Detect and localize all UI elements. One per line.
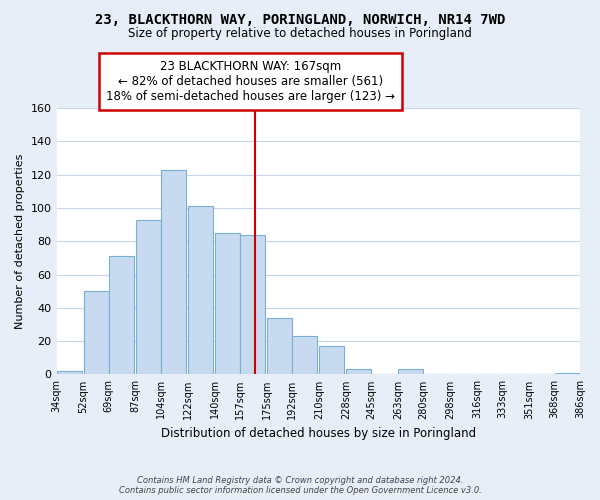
Bar: [57, 371, 82, 374]
Bar: [83, 291, 109, 374]
Bar: [215, 233, 240, 374]
Text: 23 BLACKTHORN WAY: 167sqm
← 82% of detached houses are smaller (561)
18% of semi: 23 BLACKTHORN WAY: 167sqm ← 82% of detac…: [106, 60, 395, 103]
Bar: [292, 336, 317, 374]
Text: Contains HM Land Registry data © Crown copyright and database right 2024.
Contai: Contains HM Land Registry data © Crown c…: [119, 476, 481, 495]
Bar: [555, 373, 580, 374]
Bar: [136, 220, 161, 374]
Bar: [346, 370, 371, 374]
Bar: [188, 206, 213, 374]
Bar: [267, 318, 292, 374]
Bar: [240, 234, 265, 374]
Bar: [398, 370, 423, 374]
X-axis label: Distribution of detached houses by size in Poringland: Distribution of detached houses by size …: [161, 427, 476, 440]
Text: 23, BLACKTHORN WAY, PORINGLAND, NORWICH, NR14 7WD: 23, BLACKTHORN WAY, PORINGLAND, NORWICH,…: [95, 12, 505, 26]
Y-axis label: Number of detached properties: Number of detached properties: [15, 154, 25, 329]
Text: Size of property relative to detached houses in Poringland: Size of property relative to detached ho…: [128, 28, 472, 40]
Bar: [109, 256, 134, 374]
Bar: [319, 346, 344, 374]
Bar: [161, 170, 186, 374]
